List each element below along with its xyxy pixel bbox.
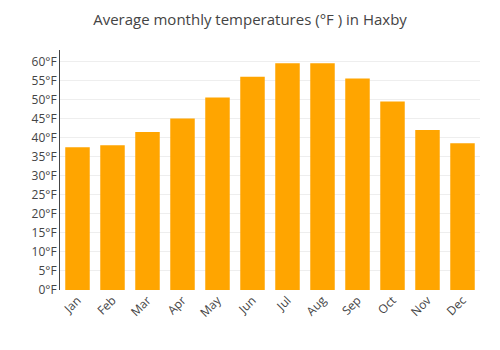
svg-text:60°F: 60°F <box>32 53 57 70</box>
svg-text:45°F: 45°F <box>32 110 57 127</box>
svg-text:10°F: 10°F <box>32 243 57 260</box>
svg-text:Jun: Jun <box>234 292 259 317</box>
svg-text:5°F: 5°F <box>38 262 56 279</box>
svg-text:35°F: 35°F <box>32 148 57 165</box>
svg-text:Jan: Jan <box>60 292 85 317</box>
svg-text:Nov: Nov <box>407 292 435 320</box>
svg-text:May: May <box>196 291 225 320</box>
svg-text:20°F: 20°F <box>32 205 57 222</box>
svg-text:Aug: Aug <box>302 292 330 320</box>
svg-text:Jul: Jul <box>272 292 294 314</box>
svg-text:Feb: Feb <box>93 292 119 318</box>
svg-text:Apr: Apr <box>164 292 190 318</box>
svg-text:0°F: 0°F <box>38 281 56 298</box>
svg-text:30°F: 30°F <box>32 167 57 184</box>
svg-text:15°F: 15°F <box>32 224 57 241</box>
svg-text:Dec: Dec <box>443 292 470 319</box>
svg-text:Mar: Mar <box>127 292 155 320</box>
svg-text:25°F: 25°F <box>32 186 57 203</box>
svg-text:Sep: Sep <box>338 292 365 319</box>
svg-text:50°F: 50°F <box>32 91 57 108</box>
svg-text:55°F: 55°F <box>32 72 57 89</box>
svg-text:Average monthly temperatures (: Average monthly temperatures (°F ) in Ha… <box>93 9 407 29</box>
svg-text:40°F: 40°F <box>32 129 57 146</box>
svg-text:Oct: Oct <box>374 292 400 318</box>
